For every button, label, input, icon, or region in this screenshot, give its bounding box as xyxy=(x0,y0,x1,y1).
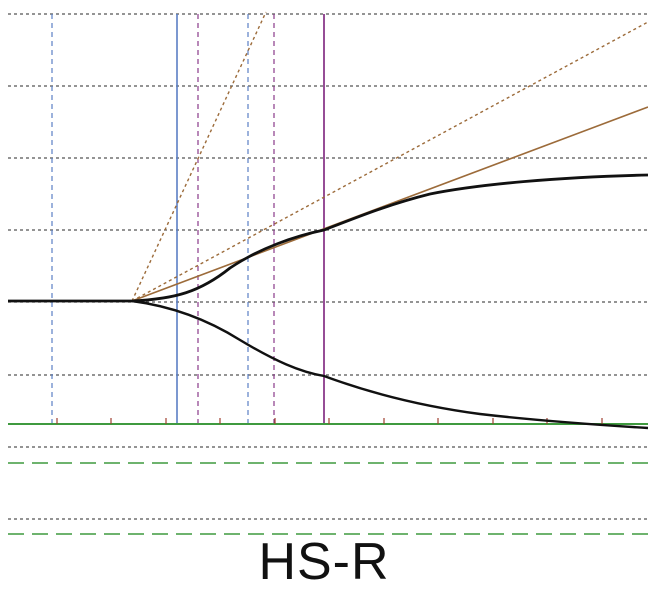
horizontal-grid xyxy=(8,13,648,520)
tan-solid-line xyxy=(131,106,648,302)
diagram-canvas xyxy=(8,11,648,535)
lower-branch-curve xyxy=(131,299,648,430)
upper-branch-curve xyxy=(8,173,648,303)
green-dashed-lines xyxy=(8,462,648,535)
figure-caption: HS-R xyxy=(258,533,390,591)
tan-dotted-shallow-line xyxy=(131,21,648,302)
blue-dashed-verticals xyxy=(51,14,249,424)
tan-dotted-steep-line xyxy=(131,11,267,302)
